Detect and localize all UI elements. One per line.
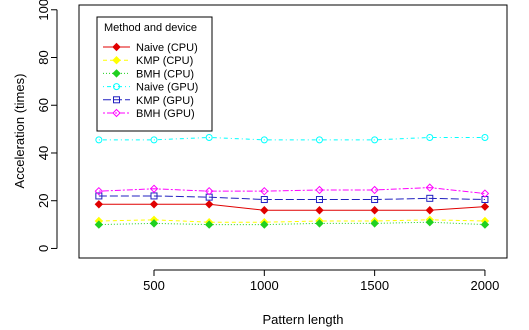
legend-title: Method and device [104,22,197,34]
y-axis: 0 20 40 60 80 100 [36,0,58,252]
data-point [260,196,268,204]
data-point [204,186,214,196]
legend-item: Naive (GPU) [103,82,198,94]
legend-label: KMP (GPU) [136,95,194,107]
y-tick-label: 20 [36,193,51,207]
data-point [94,220,104,229]
data-point [481,133,489,141]
y-tick-label: 100 [36,0,51,21]
data-point [315,136,323,144]
series-line [98,221,485,226]
data-point [425,206,434,215]
data-point [480,189,490,198]
legend-label: BMH (CPU) [136,68,194,80]
data-point [204,200,214,209]
data-point [260,186,269,196]
y-axis-title: Acceleration (times) [12,74,27,189]
data-point [94,186,104,196]
data-point [480,220,490,229]
series-line [98,195,485,201]
legend-item: Naive (CPU) [103,42,198,54]
data-point [260,220,269,229]
legend-label: Naive (CPU) [136,42,198,54]
legend-item: BMH (CPU) [103,68,194,80]
legend: Method and device Naive (CPU)KMP (CPU)BM… [96,16,213,132]
series-line [98,136,485,141]
plot-border [78,4,508,259]
plot-area [78,4,508,259]
y-tick-label: 0 [36,245,51,252]
x-tick-label: 500 [143,278,165,293]
data-point [260,136,268,144]
series-bmh-gpu [94,183,490,198]
legend-marker [113,96,120,104]
data-point [371,136,379,144]
legend-marker [112,42,121,52]
data-point [425,217,434,227]
data-point [205,133,213,141]
data-point [149,200,159,209]
x-axis-title: Pattern length [263,312,344,327]
legend-marker [113,83,120,91]
legend-item: KMP (GPU) [103,95,194,107]
data-point [150,136,158,144]
data-point [95,192,103,200]
data-point [315,206,324,215]
data-point [315,196,323,204]
data-point [95,136,103,144]
x-tick-label: 1000 [250,278,279,293]
data-point [94,200,104,209]
legend-label: Naive (GPU) [136,82,198,94]
data-point [370,185,379,195]
data-point [315,219,324,228]
y-tick-label: 40 [36,146,51,160]
legend-label: BMH (GPU) [136,108,195,120]
data-point [371,196,379,204]
x-axis: 500 1000 1500 2000 [143,269,499,293]
series-layer [94,133,490,229]
legend-marker [112,108,121,118]
series-naive-gpu [95,133,489,144]
y-tick-label: 60 [36,98,51,112]
data-point [426,133,434,141]
y-tick-label: 80 [36,50,51,64]
series-bmh-cpu [94,217,490,229]
legend-marker [112,69,121,78]
data-point [204,220,214,229]
legend-label: KMP (CPU) [136,55,193,67]
series-line [98,187,485,195]
x-tick-label: 2000 [470,278,499,293]
series-naive-cpu [94,200,490,215]
x-tick-label: 1500 [360,278,389,293]
data-point [315,185,324,195]
data-point [260,206,269,215]
data-point [370,206,379,215]
data-point [149,219,159,228]
series-line [98,219,485,223]
data-point [480,202,490,211]
legend-item: BMH (GPU) [103,108,195,120]
series-line [98,203,485,211]
data-point [426,194,434,202]
data-point [370,219,379,228]
data-point [149,184,159,193]
legend-marker [112,55,121,65]
data-point [425,183,434,192]
legend-item: KMP (CPU) [103,55,193,67]
